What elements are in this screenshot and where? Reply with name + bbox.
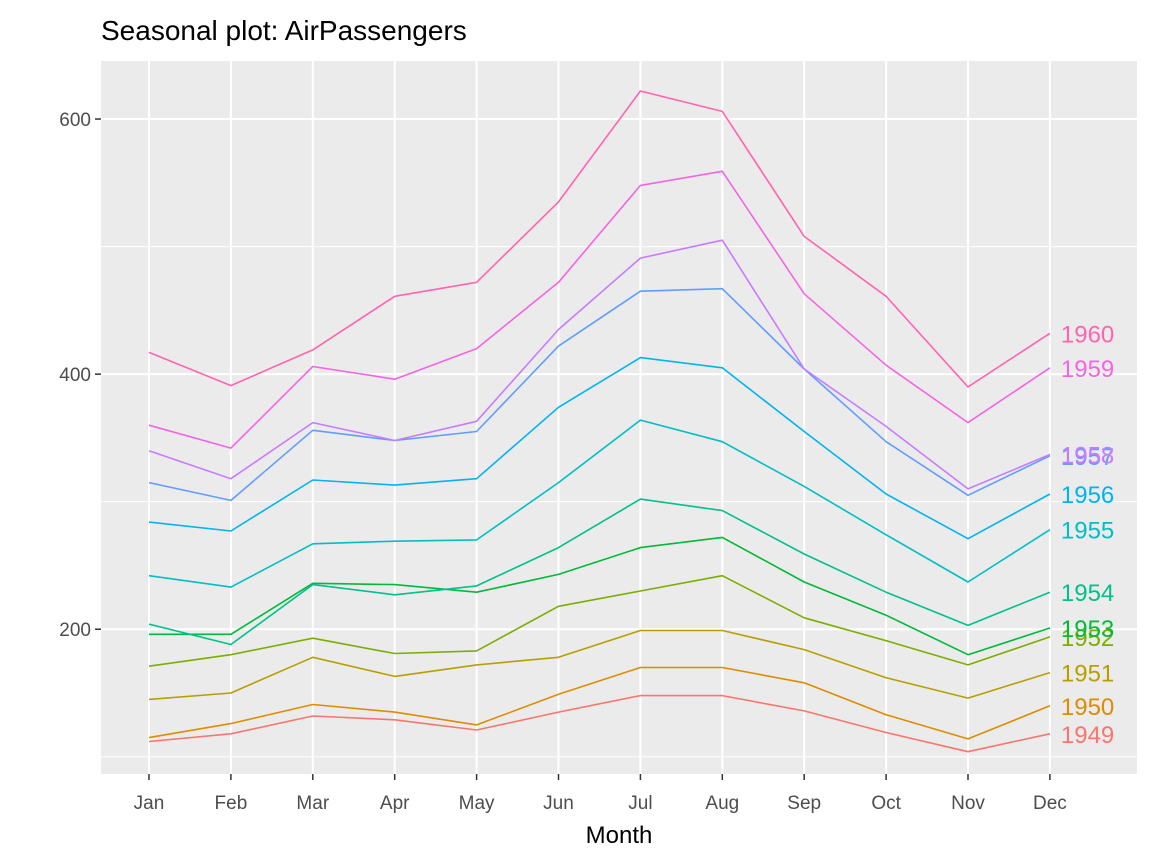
series-line-1954 <box>148 498 1051 646</box>
x-tick-label: Dec <box>1033 793 1067 814</box>
series-line-1950 <box>148 666 1051 740</box>
series-line-1958 <box>148 239 1051 490</box>
series-label-1953: 1953 <box>1061 616 1114 643</box>
series-label-1960: 1960 <box>1061 321 1114 348</box>
series-label-1958: 1958 <box>1061 442 1114 469</box>
x-tick-label: Aug <box>705 793 739 814</box>
x-tick-label: May <box>459 793 495 814</box>
series-line-1951 <box>148 629 1051 701</box>
x-axis: Jan Feb Mar Apr May Jun Jul Aug Sep Oct Nov Dec <box>134 774 1067 814</box>
series-line-1952 <box>148 574 1051 667</box>
x-tick-label: Feb <box>215 793 248 814</box>
minor-grid <box>101 246 1137 758</box>
series-label-1956: 1956 <box>1061 482 1114 509</box>
x-tick-label: Jun <box>543 793 574 814</box>
series-label-1951: 1951 <box>1061 661 1114 688</box>
y-tick-label: 400 <box>59 365 91 386</box>
y-axis: 200 400 600 <box>59 110 101 641</box>
series-label-1955: 1955 <box>1061 518 1114 545</box>
series-lines <box>148 90 1051 753</box>
series-label-1949: 1949 <box>1061 722 1114 749</box>
series-line-1956 <box>148 356 1051 540</box>
series-line-1957 <box>148 287 1051 502</box>
chart-title: Seasonal plot: AirPassengers <box>101 15 467 46</box>
series-label-1957: 1957 <box>1061 444 1114 471</box>
series-label-1954: 1954 <box>1061 580 1114 607</box>
x-tick-label: Jul <box>628 793 652 814</box>
x-tick-label: Oct <box>871 793 901 814</box>
series-line-1949 <box>148 694 1051 753</box>
x-tick-label: Nov <box>951 793 985 814</box>
series-line-1960 <box>148 90 1051 388</box>
x-axis-title: Month <box>586 822 653 849</box>
x-tick-label: Mar <box>296 793 329 814</box>
series-label-1950: 1950 <box>1061 694 1114 721</box>
x-tick-label: Sep <box>787 793 821 814</box>
series-line-1959 <box>148 170 1051 449</box>
series-line-1953 <box>149 536 1051 656</box>
x-tick-label: Jan <box>134 793 165 814</box>
y-tick-label: 200 <box>59 620 91 641</box>
series-line-1955 <box>148 419 1051 588</box>
x-tick-label: Apr <box>380 793 410 814</box>
plot-panel <box>101 61 1137 774</box>
series-label-1959: 1959 <box>1061 356 1114 383</box>
series-label-1952: 1952 <box>1061 625 1114 652</box>
y-tick-label: 600 <box>59 110 91 131</box>
